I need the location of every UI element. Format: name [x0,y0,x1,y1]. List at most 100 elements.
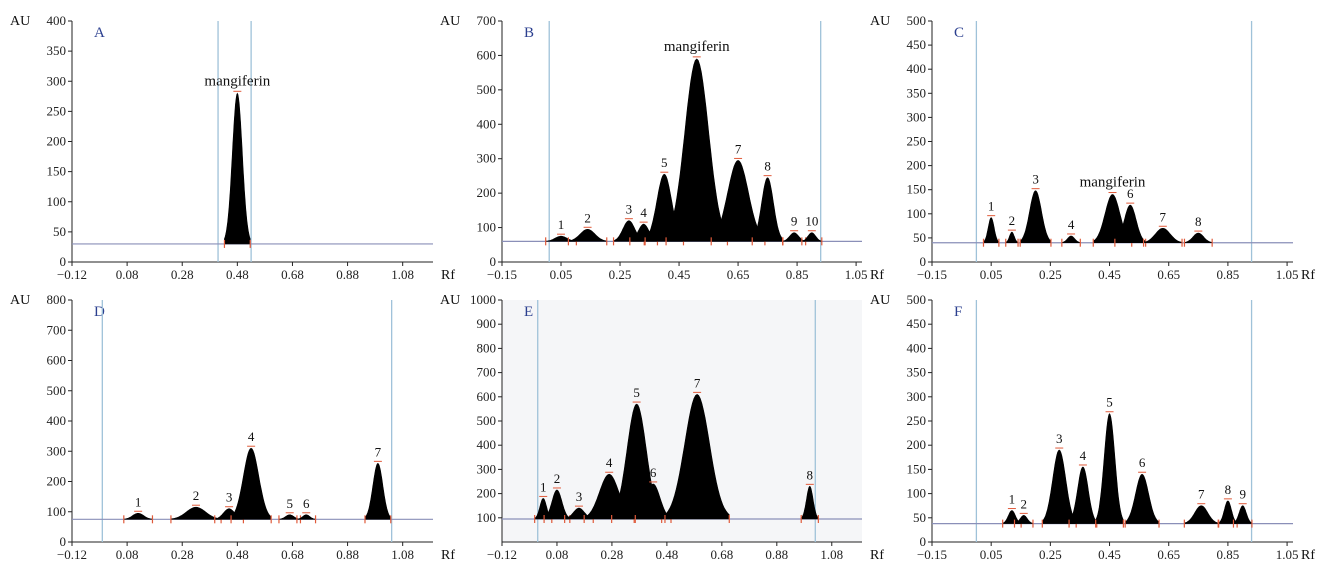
peak-f-5 [1095,413,1124,524]
peak-label-d-5: 5 [286,496,293,511]
chart-panel-c: 0 50 100 150 200 250 300 350 400 450 500 −0.15 0.05 0… [870,13,1315,283]
y-tick-label-e: 300 [477,461,497,476]
x-tick-label-b: 0.25 [609,267,632,282]
y-tick-label-c: 450 [907,37,927,52]
peak-label-d-6: 6 [303,496,310,511]
peak-label-e-2: 2 [554,471,561,486]
y-tick-label-c: 50 [913,230,926,245]
x-tick-label-f: 0.25 [1039,547,1062,562]
peak-f-4 [1068,466,1098,524]
y-tick-label-b: 400 [477,116,497,131]
x-tick-label-d: 1.08 [391,547,414,562]
x-tick-label-e: 0.08 [546,547,569,562]
y-tick-label-a: 300 [47,73,67,88]
y-tick-label-d: 100 [47,504,67,519]
y-tick-label-f: 250 [907,413,927,428]
y-tick-label-d: 300 [47,443,67,458]
x-tick-label-b: 1.05 [845,267,868,282]
x-tick-label-e: 0.68 [710,547,733,562]
x-tick-label-a: −0.12 [57,267,87,282]
peak-label-f-7: 7 [1198,487,1205,502]
x-tick-label-d: 0.48 [226,547,249,562]
peak-label-b-7: 7 [735,141,742,156]
peak-label-c-1: 1 [988,199,995,214]
y-tick-label-c: 300 [907,109,927,124]
peak-label-c-2: 2 [1009,213,1016,228]
peak-label-b-3: 3 [626,202,633,217]
peak-label-e-1: 1 [540,479,547,494]
peak-label-b-9: 9 [791,214,798,229]
y-tick-label-e: 100 [477,510,497,525]
x-tick-label-e: 0.88 [765,547,788,562]
y-axis-label-a: AU [10,14,30,29]
y-tick-label-d: 0 [60,534,67,549]
y-axis-label-e: AU [440,293,460,308]
x-tick-label-a: 0.68 [281,267,304,282]
y-tick-label-e: 800 [477,340,497,355]
peak-label-f-4: 4 [1080,448,1087,463]
chart-panel-a: 0 50 100 150 200 250 300 350 400 −0.12 0.08 0.28 0.4… [10,13,455,283]
y-tick-label-c: 200 [907,158,927,173]
peak-label-e-7: 7 [694,375,701,390]
peak-c-8 [1184,232,1213,243]
mangiferin-label-a: mangiferin [204,73,270,89]
y-tick-label-e: 400 [477,437,497,452]
x-tick-label-e: 1.08 [820,547,843,562]
panel-letter-d: D [94,304,105,320]
peak-c-2 [1005,231,1019,243]
y-axis-label-f: AU [870,293,890,308]
y-tick-label-a: 400 [47,13,67,28]
y-tick-label-f: 450 [907,316,927,331]
peak-label-d-2: 2 [193,488,200,503]
x-tick-label-d: 0.88 [336,547,359,562]
y-tick-label-a: 150 [47,164,67,179]
x-tick-label-e: 0.48 [656,547,679,562]
y-tick-label-e: 900 [477,316,497,331]
y-tick-label-b: 600 [477,47,497,62]
x-tick-label-a: 0.88 [336,267,359,282]
x-tick-label-f: 1.05 [1276,547,1299,562]
peak-label-e-4: 4 [606,455,613,470]
panel-letter-a: A [94,25,105,41]
y-tick-label-c: 350 [907,85,927,100]
x-tick-label-a: 0.48 [226,267,249,282]
y-tick-label-f: 300 [907,389,927,404]
peak-label-c-3: 3 [1032,172,1039,187]
x-axis-label-e: Rf [870,548,884,563]
peak-b-mangiferin [665,58,728,242]
y-tick-label-a: 100 [47,194,67,209]
x-tick-label-d: 0.68 [281,547,304,562]
x-tick-label-c: 0.85 [1217,267,1240,282]
peak-label-e-5: 5 [633,385,640,400]
peak-f-2 [1014,515,1034,524]
peak-b-9 [782,232,806,242]
mangiferin-label-b: mangiferin [664,39,730,55]
peak-c-6 [1114,204,1146,243]
y-tick-label-f: 100 [907,486,927,501]
y-axis-label-c: AU [870,14,890,29]
y-tick-label-e: 200 [477,486,497,501]
peak-e-8 [800,485,819,520]
peak-e-2 [543,489,571,520]
y-tick-label-c: 400 [907,61,927,76]
x-tick-label-c: 0.65 [1157,267,1180,282]
peak-label-f-9: 9 [1239,487,1246,502]
peak-e-7 [664,394,730,520]
y-tick-label-a: 0 [60,254,67,269]
y-tick-label-a: 250 [47,103,67,118]
peak-label-f-8: 8 [1225,482,1232,497]
peak-f-3 [1042,449,1077,524]
x-tick-label-b: 0.05 [550,267,573,282]
mangiferin-label-c: mangiferin [1080,175,1146,191]
peak-label-b-4: 4 [640,205,647,220]
x-tick-label-f: −0.15 [917,547,947,562]
y-tick-label-f: 150 [907,461,927,476]
x-axis-label-a: Rf [441,268,455,283]
peak-label-d-3: 3 [226,490,233,505]
peak-b-10 [801,232,823,242]
peak-label-f-5: 5 [1106,395,1113,410]
peak-d-6 [296,514,316,520]
peak-label-c-8: 8 [1195,214,1202,229]
panel-letter-f: F [954,304,962,320]
x-tick-label-f: 0.85 [1217,547,1240,562]
